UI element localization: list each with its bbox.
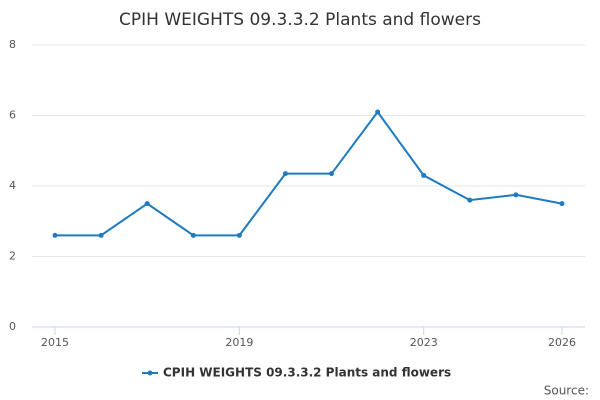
x-tick-label: 2015 [41,336,69,349]
y-tick-label: 6 [9,109,16,122]
line [55,110,563,237]
point [375,109,381,115]
legend-marker [147,370,153,376]
y-tick-label: 2 [9,250,16,263]
point [467,197,473,203]
x-tick-label: 2026 [548,336,576,349]
point [329,171,335,177]
chart-title: CPIH WEIGHTS 09.3.3.2 Plants and flowers [119,10,481,30]
point [513,192,519,198]
point [98,232,104,238]
point [52,232,58,238]
y-tick-label: 4 [9,179,16,192]
x-tick-label: 2019 [225,336,253,349]
point [236,232,242,238]
point [559,201,565,207]
point [190,232,196,238]
y-tick-label: 0 [9,320,16,333]
point [144,201,150,207]
point [421,172,427,178]
y-tick-label: 8 [9,38,16,51]
legend-label: CPIH WEIGHTS 09.3.3.2 Plants and flowers [163,366,451,380]
point [282,171,288,177]
x-tick-label: 2023 [410,336,438,349]
source: Source: [544,384,589,398]
